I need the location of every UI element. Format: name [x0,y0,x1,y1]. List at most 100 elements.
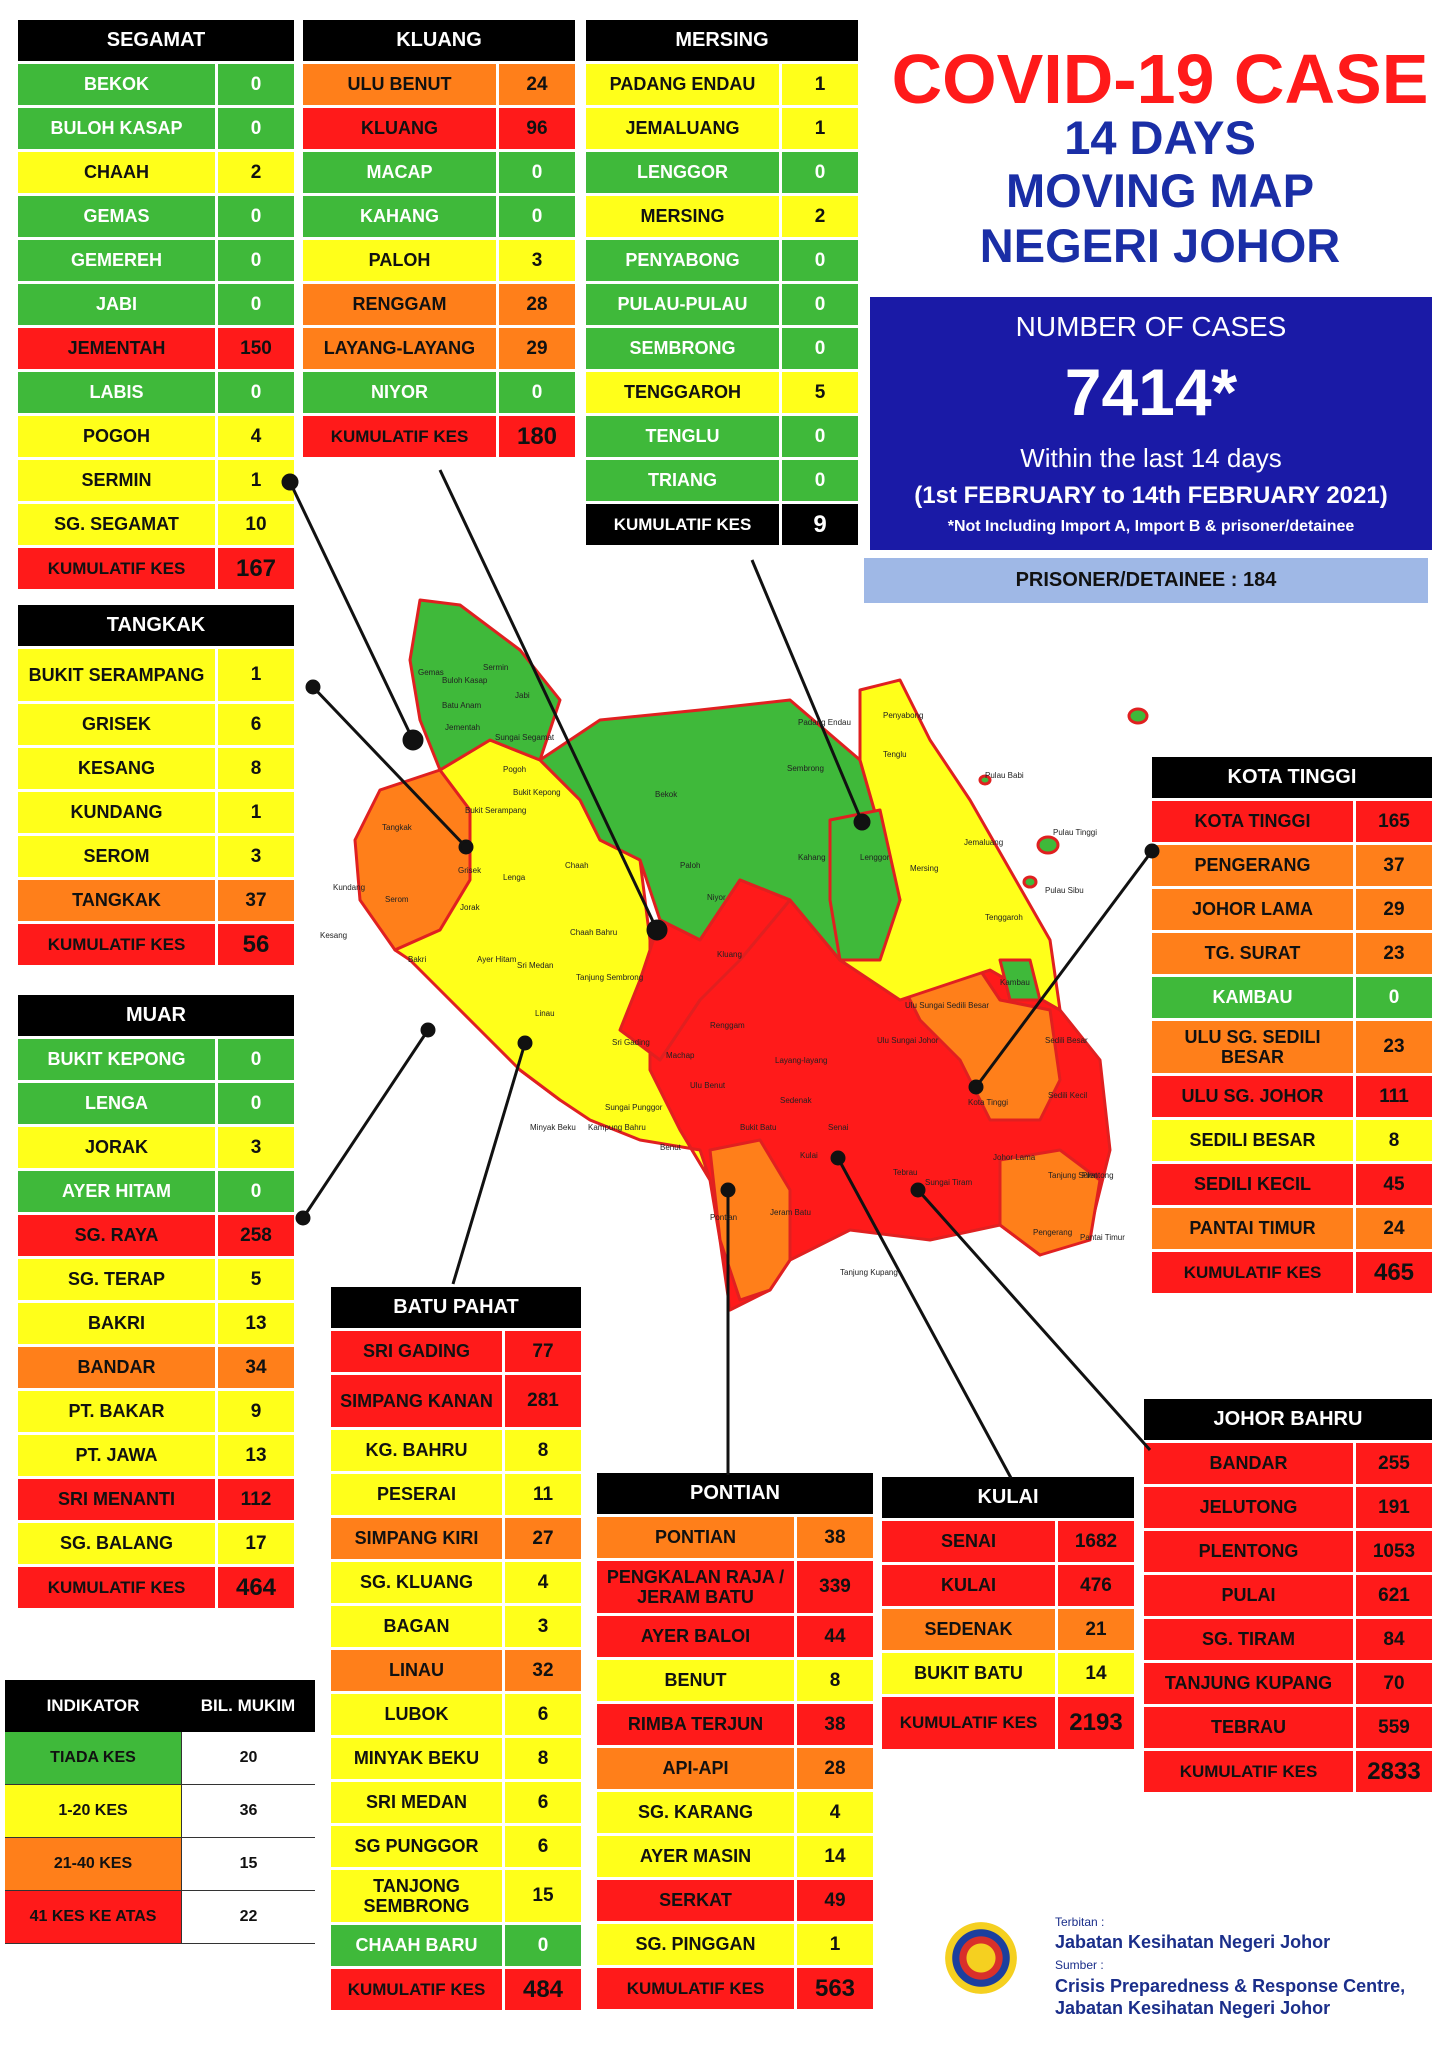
mukim-row: JEMALUANG 1 [586,108,858,149]
mukim-row: SRI MEDAN 6 [331,1782,581,1823]
region-south-red [648,898,1112,1312]
mukim-name: ULU SG. JOHOR [1152,1076,1353,1117]
map-label: Ulu Sungai Sedili Besar [905,1001,989,1010]
total-label: KUMULATIF KES [1152,1252,1353,1293]
map-label: Kundang [333,883,365,892]
map-label: Grisek [458,866,482,875]
mukim-name: KAMBAU [1152,977,1353,1018]
mukim-cases: 29 [499,328,575,369]
muar-table: MUAR BUKIT KEPONG 0 LENGA 0 JORAK 3 AYER HITAM 0… [18,995,294,1611]
mukim-cases: 6 [218,704,294,745]
mukim-name: SERMIN [18,460,215,501]
map-label: Buloh Kasap [442,676,488,685]
map-label: Kesang [320,931,347,940]
mukim-row: SIMPANG KIRI 27 [331,1518,581,1559]
mukim-row: TANGKAK 37 [18,880,294,921]
mukim-cases: 0 [218,196,294,237]
mukim-name: SERKAT [597,1880,794,1921]
mukim-row: SG. SEGAMAT 10 [18,504,294,545]
tangkak-header: TANGKAK [18,605,294,646]
total-label: KUMULATIF KES [882,1697,1055,1749]
mukim-cases: 6 [505,1694,581,1735]
mukim-row: SIMPANG KANAN 281 [331,1375,581,1427]
kulai-header: KULAI [882,1477,1134,1518]
mukim-name: TEBRAU [1144,1707,1353,1748]
mukim-row: GRISEK 6 [18,704,294,745]
map-label: Sedenak [780,1096,813,1105]
mukim-name: CHAAH BARU [331,1925,502,1966]
mukim-name: BUKIT SERAMPANG [18,649,215,701]
mukim-name: KOTA TINGGI [1152,801,1353,842]
mukim-cases: 112 [218,1479,294,1520]
mukim-cases: 24 [499,64,575,105]
mukim-name: TRIANG [586,460,779,501]
map-label: Ulu Benut [690,1081,726,1090]
total-value: 56 [218,924,294,965]
mukim-row: LAYANG-LAYANG 29 [303,328,575,369]
mukim-name: KLUANG [303,108,496,149]
mukim-row: PENYABONG 0 [586,240,858,281]
mukim-cases: 21 [1058,1609,1134,1650]
mukim-cases: 37 [1356,845,1432,886]
total-value: 9 [782,504,858,545]
summary-box: NUMBER OF CASES 7414* Within the last 14… [870,297,1432,550]
kulai-table: KULAI SENAI 1682 KULAI 476 SEDENAK 21 BUKIT BAT… [882,1477,1134,1752]
mukim-cases: 24 [1356,1208,1432,1249]
mukim-cases: 476 [1058,1565,1134,1606]
mukim-name: TANJONG SEMBRONG [331,1870,502,1922]
subtitle-negeri-johor: NEGERI JOHOR [979,219,1341,272]
mukim-row: LINAU 32 [331,1650,581,1691]
mukim-name: BULOH KASAP [18,108,215,149]
mukim-cases: 0 [505,1925,581,1966]
mukim-cases: 32 [505,1650,581,1691]
mukim-row: SG. RAYA 258 [18,1215,294,1256]
mukim-row: CHAAH 2 [18,152,294,193]
mukim-cases: 0 [218,1039,294,1080]
mukim-name: LABIS [18,372,215,413]
map-label: Bukit Batu [740,1123,776,1132]
mukim-name: LINAU [331,1650,502,1691]
mukim-row: SG. KARANG 4 [597,1792,873,1833]
mukim-name: KUNDANG [18,792,215,833]
mukim-row: JORAK 3 [18,1127,294,1168]
mukim-cases: 10 [218,504,294,545]
mukim-cases: 1 [218,792,294,833]
mukim-row: PADANG ENDAU 1 [586,64,858,105]
summary-label: NUMBER OF CASES [1015,311,1287,342]
kotatinggi-table: KOTA TINGGI KOTA TINGGI 165 PENGERANG 37 JOHO… [1152,757,1432,1296]
mukim-name: PULAU-PULAU [586,284,779,325]
map-label: Bekok [655,790,678,799]
mukim-name: LENGGOR [586,152,779,193]
mukim-row: PALOH 3 [303,240,575,281]
mukim-cases: 0 [218,372,294,413]
mukim-cases: 3 [499,240,575,281]
mukim-name: PALOH [303,240,496,281]
mukim-row: BANDAR 34 [18,1347,294,1388]
mukim-row: BAKRI 13 [18,1303,294,1344]
mukim-name: BAGAN [331,1606,502,1647]
mukim-cases: 1 [218,649,294,701]
mukim-row: SEMBRONG 0 [586,328,858,369]
mukim-name: JEMENTAH [18,328,215,369]
mukim-name: GEMEREH [18,240,215,281]
indicator-rows: TIADA KES 20 1-20 KES 36 21-40 KES 15 41 KES K… [5,1732,315,1944]
map-label: Jeram Batu [770,1208,811,1217]
mukim-row: RIMBA TERJUN 38 [597,1704,873,1745]
mukim-cases: 34 [218,1347,294,1388]
footer-sumber-1: Crisis Preparedness & Response Centre, [1055,1976,1406,1996]
region-central-green [538,698,902,962]
map-label: Jemaluang [964,838,1003,847]
mukim-cases: 29 [1356,889,1432,930]
map-label: Pantai Timur [1080,1233,1125,1242]
mukim-row: SRI MENANTI 112 [18,1479,294,1520]
region-west-yellow [393,738,712,1182]
mukim-row: SRI GADING 77 [331,1331,581,1372]
main-title: COVID-19 CASE [891,40,1429,118]
mukim-cases: 0 [218,1083,294,1124]
mukim-row: CHAAH BARU 0 [331,1925,581,1966]
map-label: Sermin [483,663,508,672]
map-label: Chaah Bahru [570,928,617,937]
mukim-row: LENGGOR 0 [586,152,858,193]
mukim-name: LAYANG-LAYANG [303,328,496,369]
region-lenggor-green [828,808,902,962]
